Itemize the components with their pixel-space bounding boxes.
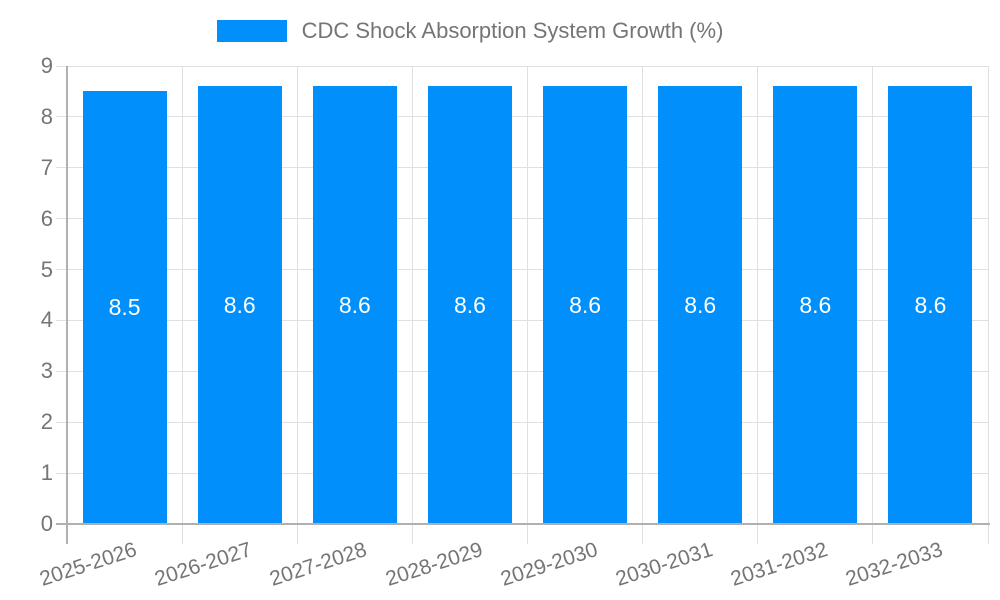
bar — [427, 86, 512, 523]
gridline-vertical — [987, 66, 989, 544]
bar-value-label: 8.6 — [799, 291, 832, 318]
gridline-vertical — [411, 66, 413, 544]
gridline-horizontal — [56, 319, 988, 321]
x-axis-label: 2027-2028 — [267, 538, 370, 591]
bar-value-label: 8.6 — [338, 291, 371, 318]
y-axis-label: 1 — [40, 460, 53, 486]
gridline-vertical — [872, 66, 874, 544]
y-axis-label: 8 — [40, 103, 53, 129]
x-axis-label: 2031-2032 — [727, 538, 831, 591]
y-axis-label: 2 — [40, 409, 53, 435]
bar-value-label: 8.6 — [453, 291, 486, 318]
y-axis-label: 3 — [40, 358, 53, 384]
bar — [773, 86, 858, 523]
gridline-horizontal — [56, 421, 988, 423]
x-axis-label: 2025-2026 — [37, 538, 140, 591]
legend-label: CDC Shock Absorption System Growth (%) — [301, 18, 724, 43]
gridline-horizontal — [56, 65, 988, 67]
y-axis-label: 0 — [40, 511, 53, 536]
x-axis-line — [56, 523, 990, 525]
x-axis-label: 2026-2027 — [152, 538, 255, 591]
y-axis-label: 7 — [40, 154, 53, 180]
bar — [197, 86, 282, 523]
bar-value-label: 8.5 — [108, 294, 141, 321]
chart-legend[interactable]: CDC Shock Absorption System Growth (%) — [0, 18, 970, 44]
gridline-horizontal — [56, 472, 988, 474]
y-axis-label: 6 — [40, 205, 53, 231]
bar-value-label: 8.6 — [223, 291, 256, 318]
bar-value-label: 8.6 — [569, 291, 602, 318]
gridline-vertical — [527, 66, 528, 544]
gridline-vertical — [757, 66, 759, 544]
x-axis-label: 2030-2031 — [612, 538, 716, 591]
bar — [82, 91, 167, 523]
bar-value-label: 8.6 — [914, 291, 947, 318]
gridline-vertical — [296, 66, 298, 544]
y-axis-line — [66, 66, 68, 544]
bar — [658, 86, 743, 523]
bar — [312, 86, 397, 523]
bar-value-label: 8.6 — [684, 291, 717, 318]
x-axis-label: 2028-2029 — [382, 538, 486, 591]
x-axis-label: 2029-2030 — [497, 538, 601, 591]
bar — [888, 86, 973, 523]
gridline-horizontal — [56, 116, 988, 118]
bar — [543, 86, 628, 523]
gridline-horizontal — [56, 218, 988, 220]
x-axis-label: 2032-2033 — [842, 538, 946, 591]
y-axis-label: 9 — [40, 53, 53, 78]
gridline-horizontal — [56, 269, 988, 271]
gridline-vertical — [642, 66, 644, 544]
gridline-horizontal — [56, 370, 988, 372]
legend-swatch — [216, 20, 287, 42]
gridline-horizontal — [56, 167, 988, 169]
y-axis-label: 5 — [40, 256, 53, 282]
gridline-vertical — [181, 66, 183, 544]
y-axis-label: 4 — [40, 307, 53, 333]
